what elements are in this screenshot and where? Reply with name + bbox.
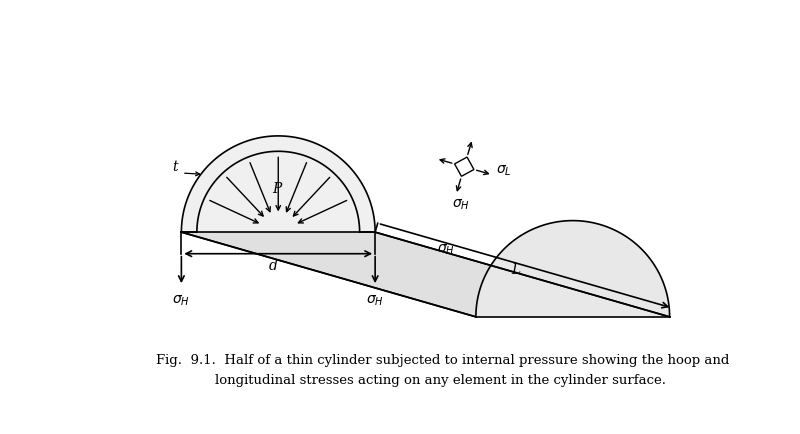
Text: P: P <box>272 182 282 196</box>
Text: L: L <box>511 263 520 277</box>
Polygon shape <box>454 158 474 177</box>
Text: d: d <box>268 258 278 272</box>
Text: longitudinal stresses acting on any element in the cylinder surface.: longitudinal stresses acting on any elem… <box>214 373 666 386</box>
Text: $\sigma_L$: $\sigma_L$ <box>497 163 512 178</box>
Text: $\sigma_H$: $\sigma_H$ <box>366 293 384 307</box>
Text: t: t <box>173 160 178 174</box>
Text: $\sigma_H$: $\sigma_H$ <box>452 197 470 211</box>
Polygon shape <box>182 137 670 317</box>
Text: Fig.  9.1.  Half of a thin cylinder subjected to internal pressure showing the h: Fig. 9.1. Half of a thin cylinder subjec… <box>156 353 729 366</box>
Text: $\sigma_H$: $\sigma_H$ <box>437 242 455 256</box>
Text: $\sigma_H$: $\sigma_H$ <box>173 293 190 307</box>
Polygon shape <box>476 221 670 317</box>
Polygon shape <box>182 233 670 317</box>
